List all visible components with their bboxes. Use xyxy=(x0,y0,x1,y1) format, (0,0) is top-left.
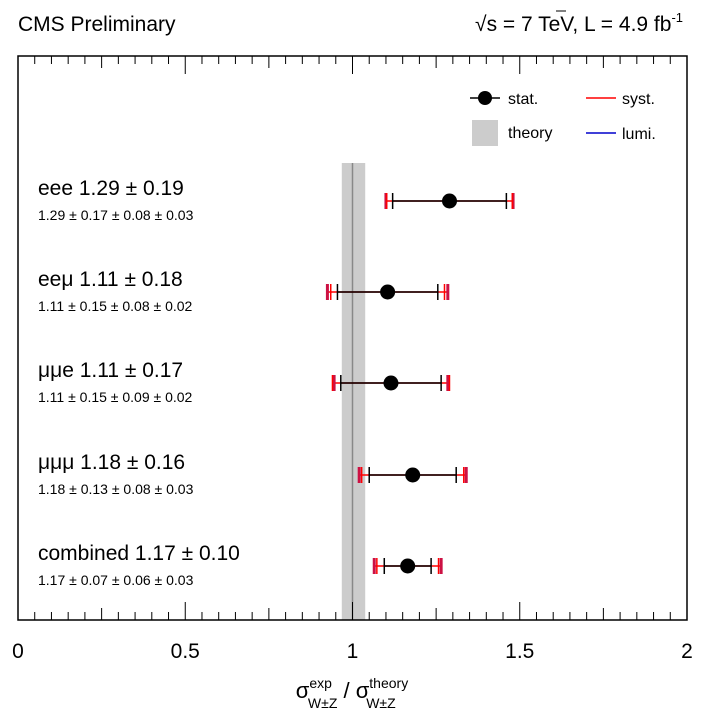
data-marker xyxy=(400,558,416,574)
legend: stat. syst. theory lumi. xyxy=(470,91,656,146)
x-tick-label: 0.5 xyxy=(171,640,200,663)
axis-exp-sup: exp xyxy=(309,675,332,691)
channel-breakdown: 1.11 ± 0.15 ± 0.09 ± 0.02 xyxy=(38,389,193,405)
channel-point xyxy=(357,467,468,483)
axis-slash: / xyxy=(337,678,355,703)
channel-point xyxy=(331,375,451,391)
channel-label: eeμ 1.11 ± 0.18 xyxy=(38,268,183,291)
legend-syst-label: syst. xyxy=(622,91,655,108)
x-tick-label: 2 xyxy=(681,640,693,663)
channel-label: eee 1.29 ± 0.19 xyxy=(38,177,184,200)
legend-theory-label: theory xyxy=(508,125,552,142)
data-marker xyxy=(380,284,396,300)
svg-text:√s = 7 TeV, L = 4.9 fb-1: √s = 7 TeV, L = 4.9 fb-1 xyxy=(475,10,683,36)
legend-stat-marker xyxy=(478,91,492,105)
x-axis-ticks xyxy=(34,56,671,620)
channel-breakdown: 1.18 ± 0.13 ± 0.08 ± 0.03 xyxy=(38,481,194,497)
legend-theory-box xyxy=(472,120,498,146)
channel-breakdown: 1.11 ± 0.15 ± 0.08 ± 0.02 xyxy=(38,298,193,314)
channel-label: μμe 1.11 ± 0.17 xyxy=(38,359,183,382)
axis-theory-sup: theory xyxy=(369,675,408,691)
sqrt-symbol: √ xyxy=(475,13,487,36)
x-tick-label: 0 xyxy=(12,640,24,663)
data-marker xyxy=(383,375,399,391)
x-tick-label: 1 xyxy=(347,640,359,663)
axis-sigma-theory: σ xyxy=(356,678,370,703)
header-energy-lumi: √s = 7 TeV, L = 4.9 fb-1 xyxy=(475,10,683,36)
legend-lumi-label: lumi. xyxy=(622,126,656,143)
legend-stat-label: stat. xyxy=(508,91,538,108)
energy-text: s = 7 TeV, L = 4.9 fb xyxy=(487,13,672,36)
x-tick-label: 1.5 xyxy=(505,640,534,663)
axis-theory-sub: W±Z xyxy=(366,695,396,711)
data-points xyxy=(325,193,515,574)
x-axis-tick-labels: 0 0.5 1 1.5 2 xyxy=(12,640,693,663)
header-title: CMS Preliminary xyxy=(18,13,176,36)
channel-label: combined 1.17 ± 0.10 xyxy=(38,542,240,565)
channel-point xyxy=(372,558,443,574)
channel-label: μμμ 1.18 ± 0.16 xyxy=(38,451,185,474)
theory-band xyxy=(341,163,366,620)
channel-point xyxy=(325,284,450,300)
channel-breakdown: 1.29 ± 0.17 ± 0.08 ± 0.03 xyxy=(38,207,194,223)
channel-labels: eee 1.29 ± 0.19 1.29 ± 0.17 ± 0.08 ± 0.03… xyxy=(38,177,240,588)
data-marker xyxy=(442,193,458,209)
axis-sigma-exp: σ xyxy=(296,678,310,703)
axis-exp-sub: W±Z xyxy=(308,695,338,711)
data-marker xyxy=(405,467,421,483)
lumi-exponent: -1 xyxy=(671,10,683,25)
x-axis-title: σexp W±Z / σtheory W±Z xyxy=(296,675,408,711)
channel-breakdown: 1.17 ± 0.07 ± 0.06 ± 0.03 xyxy=(38,572,194,588)
channel-point xyxy=(384,193,515,209)
